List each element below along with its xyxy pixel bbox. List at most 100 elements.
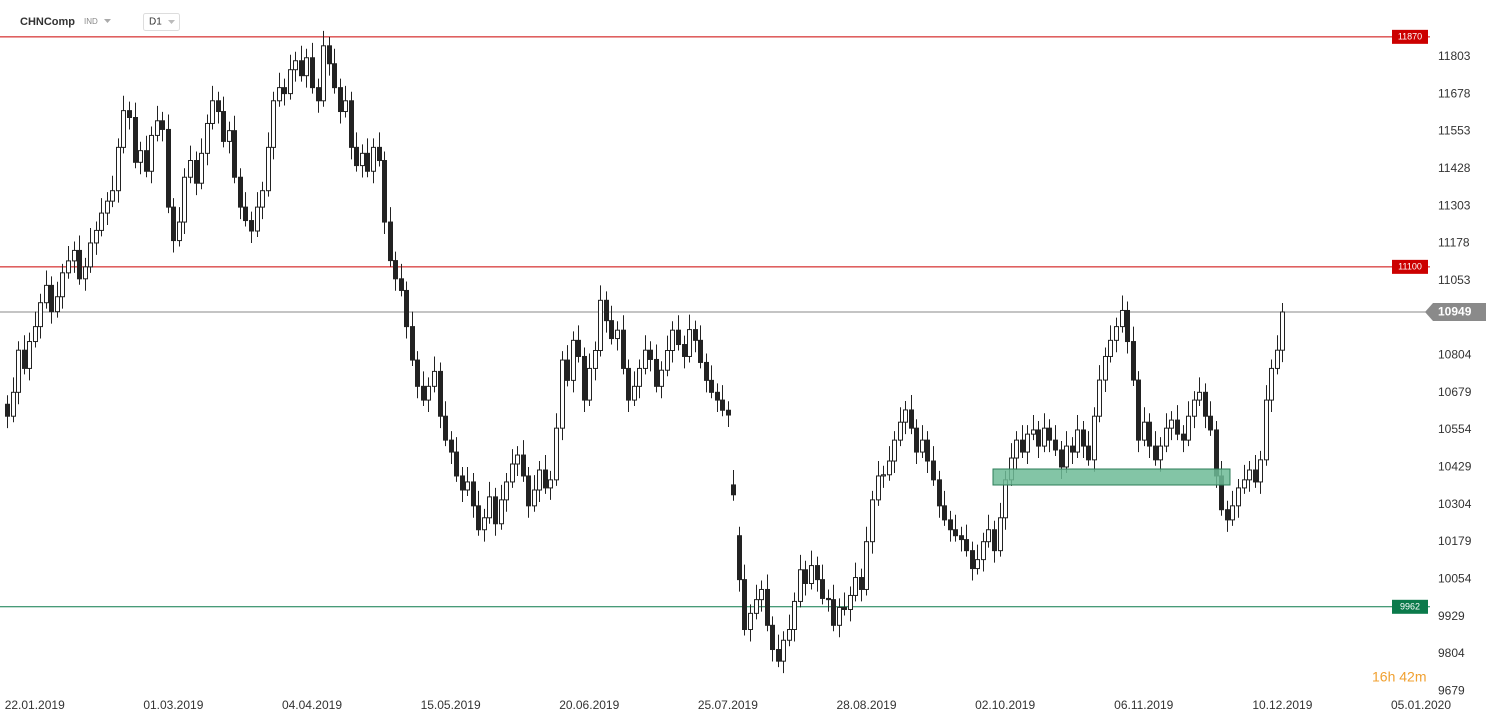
candle-body [1086, 445, 1091, 461]
candle-body [598, 299, 603, 352]
candle-body [803, 569, 808, 584]
candle-body [332, 63, 337, 89]
last-price-label: 10949 [1438, 305, 1472, 319]
candle-body [493, 496, 498, 525]
candle-body [232, 130, 237, 178]
candle-body [60, 272, 65, 298]
candle-body [621, 329, 626, 369]
candle-body [38, 302, 43, 328]
candle-body [1136, 379, 1141, 441]
candle-body [798, 569, 803, 602]
candle-body [870, 499, 875, 543]
candle-body [11, 391, 16, 417]
candle-body [138, 150, 143, 163]
candle-body [182, 176, 187, 223]
candle-body [709, 379, 714, 393]
x-tick-label: 05.01.2020 [1391, 698, 1451, 712]
candle-body [920, 439, 925, 453]
candle-body [371, 146, 376, 172]
candle-body [94, 229, 99, 244]
candle-body [948, 519, 953, 531]
candle-body [504, 481, 509, 501]
candle-body [576, 339, 581, 357]
candle-body [1181, 433, 1186, 441]
timeframe[interactable]: D1 [149, 17, 162, 28]
candle-body [55, 296, 60, 313]
candle-body [476, 505, 481, 531]
zone[interactable] [992, 468, 1231, 486]
candle-body [199, 152, 204, 184]
candle-body [560, 359, 565, 429]
candle-body [77, 249, 82, 280]
candle-body [327, 45, 332, 65]
y-tick-label: 11553 [1438, 124, 1471, 138]
candle-body [748, 612, 753, 631]
candle-body [942, 505, 947, 521]
candle-body [194, 160, 199, 184]
candle-body [626, 367, 631, 401]
candle-body [99, 212, 104, 231]
candle-body [1020, 439, 1025, 453]
x-tick-label: 15.05.2019 [421, 698, 481, 712]
candle-body [354, 146, 359, 167]
candle-body [937, 479, 942, 507]
candle-body [1125, 309, 1130, 343]
candle-body [1047, 427, 1052, 441]
candle-body [643, 349, 648, 369]
candle-body [726, 409, 731, 416]
candle-body [27, 341, 32, 369]
candle-body [737, 535, 742, 581]
level-label: 11870 [1398, 32, 1422, 42]
candle-body [571, 339, 576, 381]
candle-body [615, 329, 620, 340]
candle-body [349, 100, 354, 148]
candle-body [654, 358, 659, 387]
x-tick-label: 28.08.2019 [836, 698, 896, 712]
candle-body [365, 152, 370, 172]
candle-body [465, 481, 470, 491]
candle-body [160, 120, 165, 130]
candle-body [310, 57, 315, 89]
level-tag [1392, 29, 1428, 44]
candle-body [177, 221, 182, 242]
candle-body [820, 579, 825, 599]
timeframe-arrow[interactable] [168, 20, 175, 24]
candle-body [510, 463, 515, 483]
candle-body [377, 146, 382, 162]
x-tick-label: 25.07.2019 [698, 698, 758, 712]
candle-body [426, 385, 431, 401]
instrument-name[interactable]: CHNComp [20, 16, 75, 28]
candle-body [49, 284, 54, 313]
last-price-tag [1425, 302, 1486, 321]
candle-body [770, 624, 775, 651]
candle-body [266, 146, 271, 192]
x-tick-label: 02.10.2019 [975, 698, 1035, 712]
candle-body [1247, 469, 1252, 481]
candle-body [171, 206, 176, 242]
candle-body [587, 367, 592, 401]
timeframe-box[interactable] [143, 13, 180, 31]
dropdown-arrow[interactable] [104, 19, 111, 23]
instrument-type: IND [84, 17, 98, 26]
candle-body [898, 421, 903, 441]
candle-body [471, 481, 476, 507]
candle-body [665, 350, 670, 371]
candle-body [1053, 439, 1058, 451]
candle-body [1108, 339, 1113, 357]
x-tick-label: 10.12.2019 [1252, 698, 1312, 712]
candle-body [842, 606, 847, 610]
candle-body [1042, 427, 1047, 447]
candle-body [1175, 419, 1180, 435]
y-tick-label: 9804 [1438, 646, 1465, 660]
y-tick-label: 9929 [1438, 609, 1465, 623]
candle-body [1230, 505, 1235, 521]
y-tick-label: 10804 [1438, 347, 1472, 361]
candle-body [133, 117, 138, 163]
candle-body [1208, 415, 1213, 431]
candle-body [892, 439, 897, 462]
candle-body [121, 110, 126, 148]
candle-body [382, 160, 387, 223]
candle-body [881, 474, 886, 477]
y-tick-label: 10054 [1438, 571, 1472, 585]
